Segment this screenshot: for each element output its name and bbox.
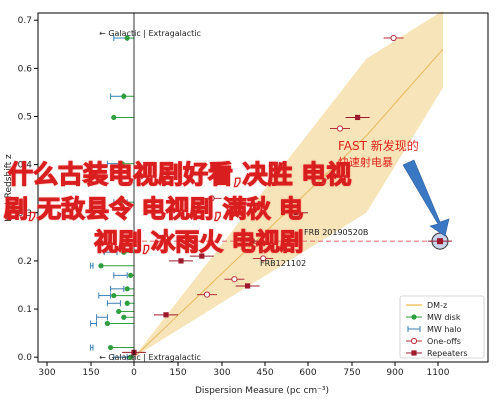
highlight-point	[437, 238, 443, 245]
x-tick-label: 1100	[427, 368, 450, 378]
dm-z-band	[134, 10, 443, 358]
x-tick-label: 600	[299, 368, 316, 378]
one-off-point	[336, 125, 344, 132]
one-off-point	[203, 291, 211, 298]
legend-box	[399, 295, 485, 359]
legend-swatch-one-offs	[410, 337, 418, 345]
overlay-line-3: 视剧,冰雨火 电视剧	[93, 227, 304, 256]
legend-label: MW halo	[427, 325, 462, 334]
mw-disk-point	[108, 344, 114, 351]
x-tick-label: 0	[131, 368, 137, 378]
dm-z-band-layer	[133, 10, 444, 358]
mw-disk-point	[111, 292, 117, 299]
x-tick-label: 150	[82, 368, 99, 378]
repeater-point	[293, 210, 299, 216]
y-tick-label: 0.4	[18, 161, 33, 171]
repeater-point	[249, 238, 255, 244]
annotation-frb121102: FRB121102	[260, 259, 306, 268]
y-tick-label: 0.7	[18, 16, 32, 26]
arrow-icon	[402, 159, 450, 237]
y-tick-label: 0.0	[18, 353, 33, 363]
mw-disk-point	[104, 320, 110, 327]
repeater-point	[245, 283, 251, 289]
repeater-point	[163, 312, 169, 318]
legend-swatch-repeaters	[411, 350, 417, 356]
overlay-line-1: 什么古装电视剧好看,决胜 电视	[7, 159, 352, 189]
mw-disk-point	[121, 249, 127, 255]
repeater-point	[199, 253, 205, 259]
y-tick-label: 0.2	[18, 257, 32, 267]
y-tick-label: 0.6	[18, 64, 33, 74]
y-tick-label: 0.3	[18, 209, 32, 219]
fast-title: FAST 新发现的	[338, 139, 419, 153]
legend-label: DM-z	[427, 301, 447, 310]
x-tick-label: 450	[256, 368, 273, 378]
overlay-line-2: 剧,无敌县令 电视剧,满秋 电	[3, 194, 303, 223]
bottom-banner: ← Galactic | Extragalactic	[99, 353, 201, 362]
points-layer	[90, 34, 452, 361]
legend-swatch-mw-disk	[411, 314, 417, 320]
x-tick-label: 300	[213, 368, 230, 378]
mw-disk-point	[98, 263, 104, 269]
x-tick-label: 750	[343, 368, 360, 378]
y-tick-label: 0.5	[18, 112, 32, 122]
one-off-point	[390, 34, 397, 42]
mw-disk-point	[111, 114, 117, 121]
x-tick-label: 900	[386, 368, 403, 378]
mw-disk-point	[124, 286, 130, 292]
legend: DM-z MW disk MW halo One-offs Repeaters	[399, 295, 485, 359]
mw-disk-point	[116, 308, 122, 315]
repeater-point	[178, 258, 184, 264]
mw-disk-point	[121, 314, 127, 320]
mw-disk-point	[128, 354, 134, 360]
mw-disk-point	[124, 35, 130, 41]
one-off-point	[231, 276, 238, 283]
one-off-point	[260, 255, 267, 262]
legend-label: One-offs	[427, 337, 461, 346]
legend-label: MW disk	[427, 313, 461, 322]
axes-layer	[37, 12, 489, 363]
plot-frame	[37, 12, 489, 363]
ticks-layer: 300 150 0 150 300 450 600 750 900 1100 0.0 0.1 0.2 0.…	[18, 16, 450, 378]
y-tick-label: 0.1	[18, 305, 32, 315]
y-axis-title: Host Redshift z	[4, 154, 14, 222]
mw-disk-point	[128, 272, 134, 278]
x-tick-label: 300	[38, 368, 55, 378]
mw-disk-point	[117, 199, 123, 205]
fast-subtitle: 快速射电暴	[338, 156, 393, 169]
mw-disk-point	[119, 161, 125, 167]
dm-z-line	[133, 48, 444, 358]
mw-disk-point	[124, 300, 130, 306]
mw-disk-point	[121, 93, 127, 99]
repeater-point	[355, 114, 361, 121]
annotation-frb20190520b: FRB 20190520B	[304, 228, 368, 237]
legend-label: Repeaters	[427, 349, 468, 358]
x-tick-label: 150	[169, 368, 186, 378]
x-axis-title: Dispersion Measure (pc cm⁻³)	[195, 386, 329, 396]
top-banner: ← Galactic | Extragalactic	[99, 29, 201, 38]
one-off-point	[208, 195, 215, 202]
